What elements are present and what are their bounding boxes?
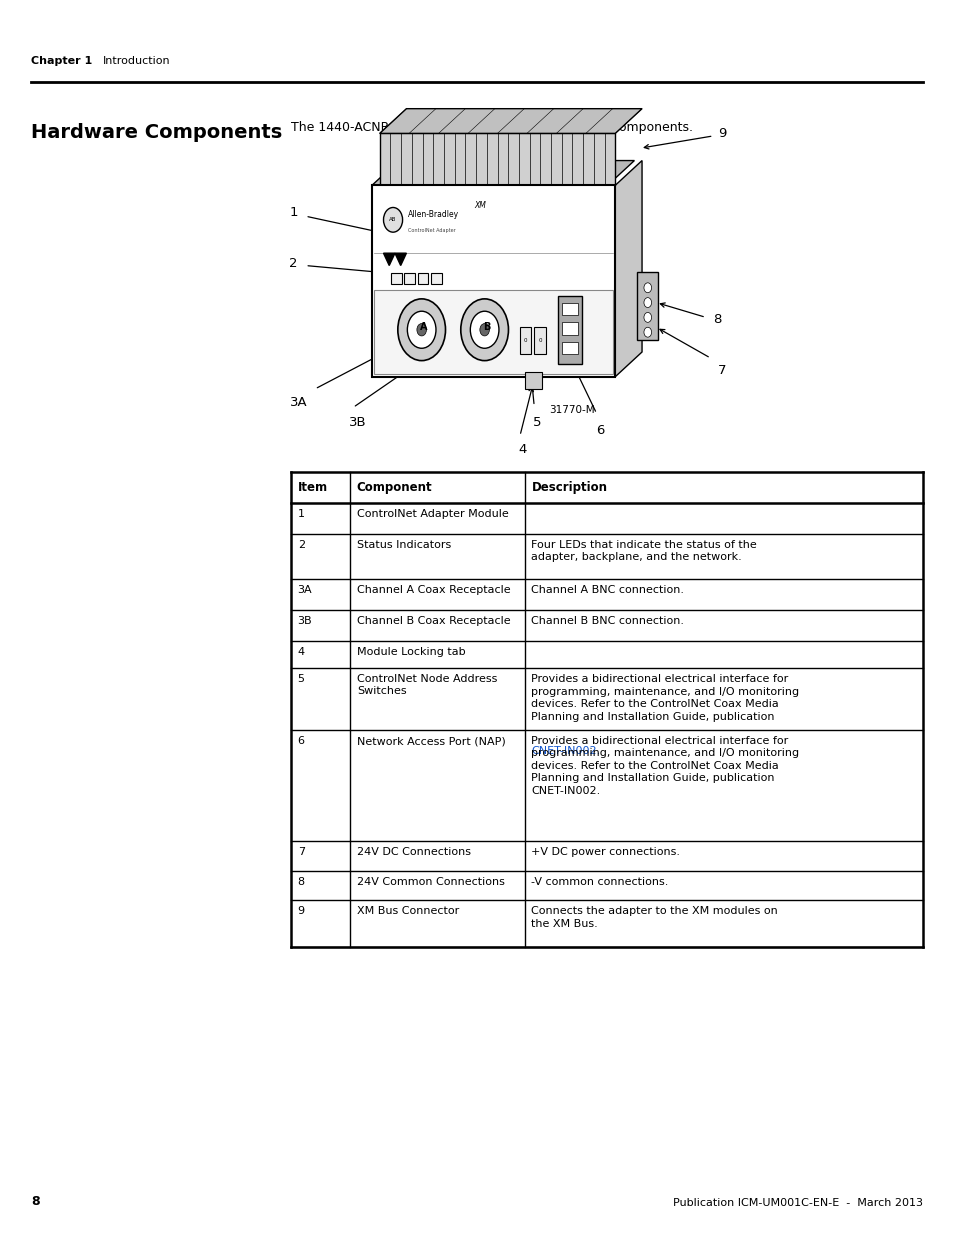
- Bar: [519, 327, 531, 354]
- Text: 8: 8: [31, 1194, 40, 1208]
- Text: Channel B Coax Receptacle: Channel B Coax Receptacle: [356, 616, 510, 626]
- Text: 4: 4: [518, 443, 526, 457]
- Text: 3B: 3B: [297, 616, 312, 626]
- Text: 0: 0: [523, 338, 527, 343]
- Text: Provides a bidirectional electrical interface for
programming, maintenance, and : Provides a bidirectional electrical inte…: [531, 674, 799, 721]
- Text: Network Access Port (NAP): Network Access Port (NAP): [356, 736, 505, 746]
- Bar: [379, 133, 615, 185]
- Text: 8: 8: [713, 314, 721, 326]
- Polygon shape: [383, 253, 395, 266]
- Text: Channel A BNC connection.: Channel A BNC connection.: [531, 585, 683, 595]
- Circle shape: [643, 283, 651, 293]
- Bar: [561, 342, 578, 354]
- Text: 9: 9: [297, 906, 304, 916]
- Circle shape: [643, 312, 651, 322]
- Text: 6: 6: [596, 424, 604, 437]
- Text: 3B: 3B: [349, 416, 366, 430]
- Text: 3A: 3A: [297, 585, 312, 595]
- Text: XM Bus Connector: XM Bus Connector: [356, 906, 458, 916]
- Text: CNET-IN002.: CNET-IN002.: [531, 746, 600, 756]
- Text: 5: 5: [533, 416, 540, 430]
- Polygon shape: [615, 161, 641, 377]
- Text: Hardware Components: Hardware Components: [31, 124, 282, 142]
- Text: Connects the adapter to the XM modules on
the XM Bus.: Connects the adapter to the XM modules o…: [531, 906, 778, 929]
- Text: Status Indicators: Status Indicators: [356, 540, 451, 550]
- Text: 24V Common Connections: 24V Common Connections: [356, 877, 504, 887]
- Text: 8: 8: [297, 877, 304, 887]
- Text: XM: XM: [474, 200, 485, 210]
- Text: 2: 2: [289, 257, 297, 269]
- Bar: [404, 273, 415, 284]
- Text: 5: 5: [297, 674, 304, 684]
- Text: The 1440-ACNR consists of the following hardware components.: The 1440-ACNR consists of the following …: [291, 121, 692, 135]
- Text: 6: 6: [297, 736, 304, 746]
- Text: ControlNet Node Address
Switches: ControlNet Node Address Switches: [356, 674, 497, 695]
- Circle shape: [407, 311, 436, 348]
- Circle shape: [416, 324, 426, 336]
- Text: Chapter 1: Chapter 1: [31, 56, 92, 65]
- Text: Description: Description: [531, 480, 607, 494]
- Text: Item: Item: [297, 480, 328, 494]
- Text: Module Locking tab: Module Locking tab: [356, 647, 465, 657]
- Text: 0: 0: [537, 338, 541, 343]
- Text: 4: 4: [297, 647, 304, 657]
- Circle shape: [383, 207, 402, 232]
- Text: A: A: [419, 322, 427, 332]
- Text: 1: 1: [289, 206, 297, 219]
- Bar: [534, 327, 545, 354]
- Circle shape: [479, 324, 489, 336]
- Circle shape: [470, 311, 498, 348]
- Text: 9: 9: [718, 127, 726, 140]
- Polygon shape: [372, 161, 634, 185]
- Text: +V DC power connections.: +V DC power connections.: [531, 847, 679, 857]
- Circle shape: [643, 327, 651, 337]
- Text: 24V DC Connections: 24V DC Connections: [356, 847, 470, 857]
- Text: Introduction: Introduction: [103, 56, 171, 65]
- Bar: [431, 273, 441, 284]
- Bar: [391, 273, 401, 284]
- Bar: [637, 272, 658, 340]
- Text: Allen-Bradley: Allen-Bradley: [408, 210, 459, 220]
- Circle shape: [460, 299, 508, 361]
- Text: 3A: 3A: [290, 396, 307, 410]
- Bar: [372, 185, 615, 377]
- Text: 1: 1: [297, 509, 304, 519]
- Bar: [374, 290, 613, 374]
- Text: ControlNet Adapter Module: ControlNet Adapter Module: [356, 509, 508, 519]
- Text: Channel A Coax Receptacle: Channel A Coax Receptacle: [356, 585, 510, 595]
- Polygon shape: [379, 109, 641, 133]
- Text: Component: Component: [356, 480, 432, 494]
- Text: AB: AB: [389, 217, 396, 222]
- Text: 2: 2: [297, 540, 304, 550]
- Circle shape: [643, 298, 651, 308]
- Text: Provides a bidirectional electrical interface for
programming, maintenance, and : Provides a bidirectional electrical inte…: [531, 736, 799, 795]
- Bar: [558, 296, 581, 364]
- Text: 7: 7: [297, 847, 304, 857]
- Text: B: B: [482, 322, 490, 332]
- Bar: [524, 372, 541, 389]
- Text: Publication ICM-UM001C-EN-E  -  March 2013: Publication ICM-UM001C-EN-E - March 2013: [672, 1198, 922, 1208]
- Text: Channel B BNC connection.: Channel B BNC connection.: [531, 616, 683, 626]
- Bar: [561, 322, 578, 335]
- Text: Four LEDs that indicate the status of the
adapter, backplane, and the network.: Four LEDs that indicate the status of th…: [531, 540, 757, 562]
- Text: 31770-M: 31770-M: [549, 405, 595, 415]
- Circle shape: [397, 299, 445, 361]
- Text: -V common connections.: -V common connections.: [531, 877, 668, 887]
- Text: 7: 7: [717, 364, 725, 378]
- Polygon shape: [395, 253, 406, 266]
- Bar: [561, 303, 578, 315]
- Bar: [417, 273, 428, 284]
- Text: ControlNet Adapter: ControlNet Adapter: [408, 228, 456, 233]
